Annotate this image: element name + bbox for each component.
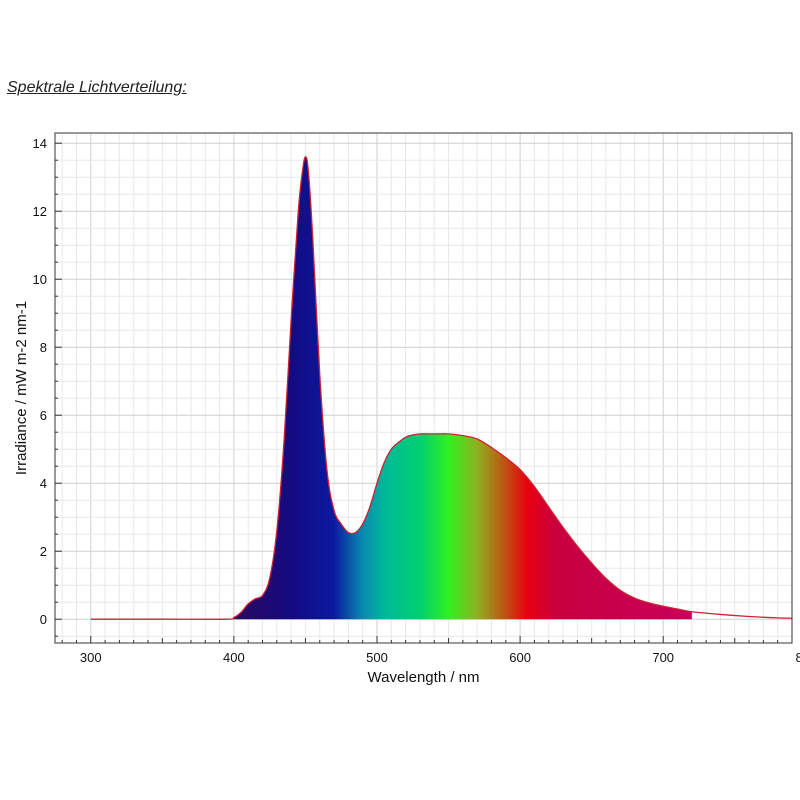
- spectrum-line: [90, 156, 792, 620]
- x-tick-label: 700: [652, 650, 674, 665]
- x-tick-label: 500: [366, 650, 388, 665]
- x-tick-label: 800: [795, 650, 800, 665]
- spectrum-area: [233, 156, 692, 620]
- y-tick-label: 4: [40, 476, 47, 491]
- x-tick-label: 300: [80, 650, 102, 665]
- y-tick-label: 2: [40, 544, 47, 559]
- y-tick-label: 6: [40, 408, 47, 423]
- y-tick-label: 8: [40, 340, 47, 355]
- plot-frame: [54, 132, 793, 644]
- y-tick-label: 0: [40, 612, 47, 627]
- page-heading: Spektrale Lichtverteilung:: [7, 79, 187, 96]
- x-axis-title: Wavelength / nm: [368, 669, 480, 686]
- axis-ticks: [55, 142, 793, 643]
- y-tick-label: 10: [33, 272, 47, 287]
- x-tick-label: 600: [509, 650, 531, 665]
- y-tick-label: 12: [33, 204, 47, 219]
- y-axis-title: Irradiance / mW m-2 nm-1: [13, 301, 30, 475]
- x-tick-label: 400: [223, 650, 245, 665]
- y-tick-label: 14: [33, 136, 47, 151]
